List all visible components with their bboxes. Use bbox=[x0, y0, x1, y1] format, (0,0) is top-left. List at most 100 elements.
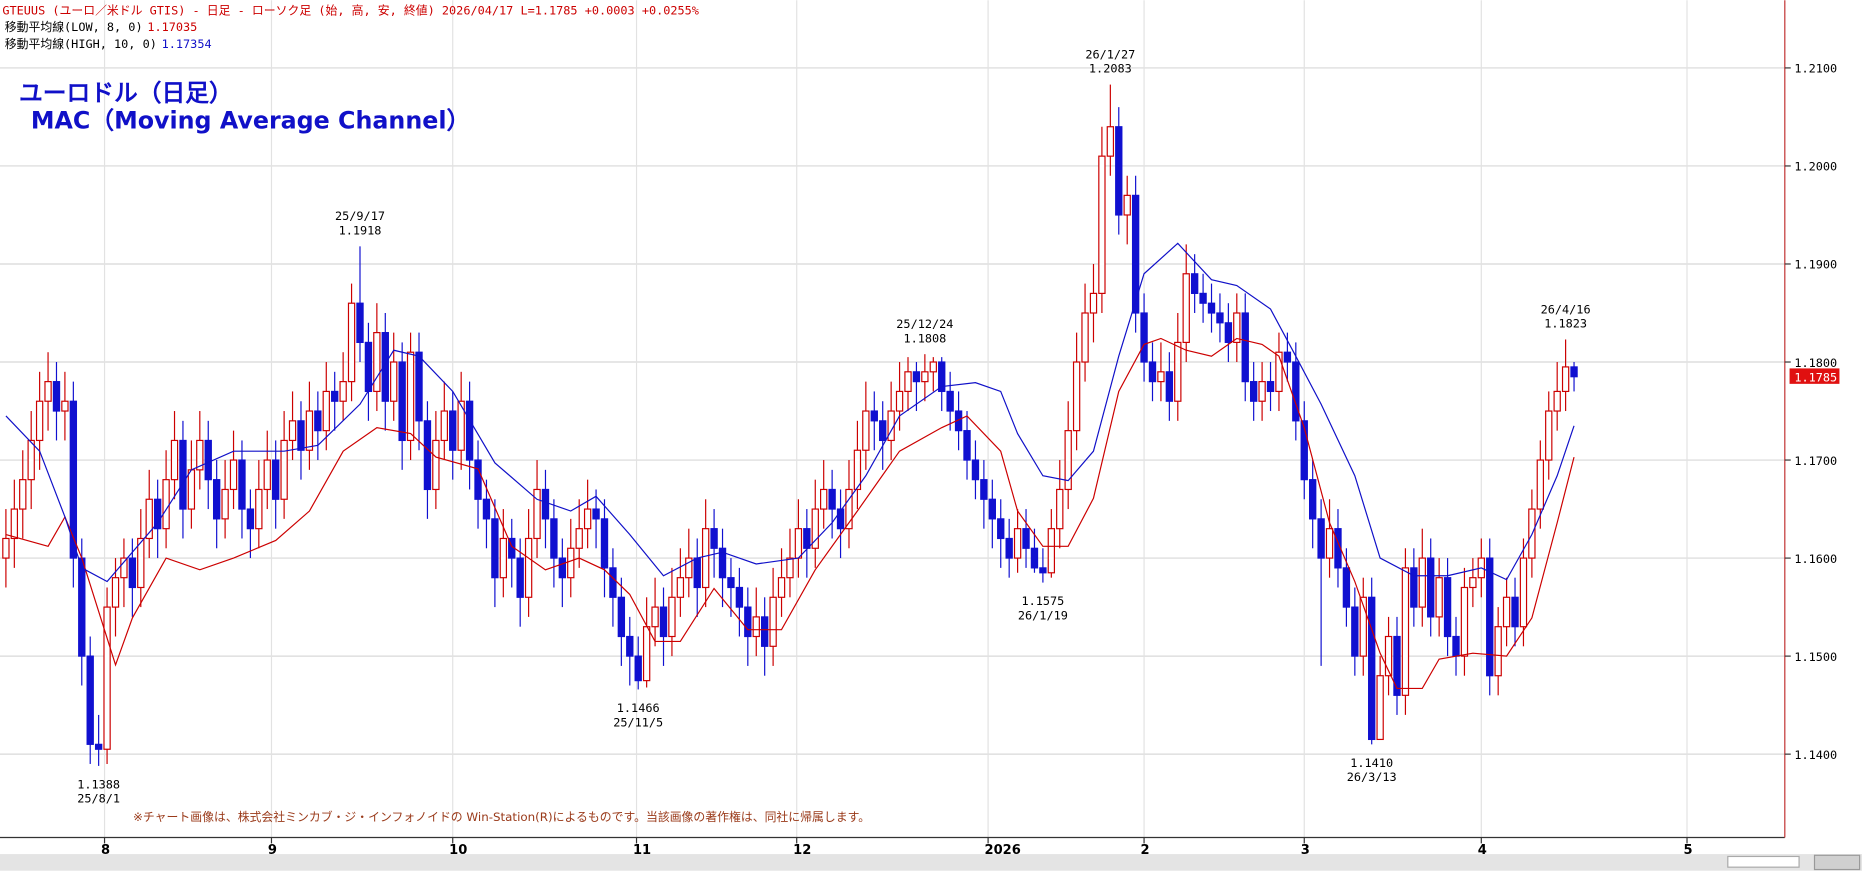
candle-body bbox=[1081, 312, 1089, 363]
candle-body bbox=[1140, 312, 1148, 363]
candle-body bbox=[1165, 371, 1174, 402]
legend-name: 移動平均線(LOW, 8, 0) bbox=[5, 20, 143, 34]
y-tick-label: 1.2100 bbox=[1794, 62, 1837, 76]
plot bbox=[2, 84, 1578, 766]
candle-body bbox=[314, 410, 322, 432]
candle-body bbox=[406, 351, 415, 442]
candle-body bbox=[1266, 381, 1275, 393]
candle-body bbox=[744, 606, 752, 638]
ma-high-legend: 移動平均線(HIGH, 10, 0) 1.17354 bbox=[5, 37, 212, 51]
candle-body bbox=[567, 547, 575, 579]
candle-body bbox=[482, 498, 491, 520]
candle-body bbox=[997, 518, 1005, 540]
candle-body bbox=[651, 606, 659, 628]
candle-body bbox=[1039, 567, 1047, 574]
annotation-price: 1.1823 bbox=[1544, 317, 1587, 331]
candle-body bbox=[1536, 459, 1544, 510]
candle-body bbox=[364, 341, 373, 393]
candle-body bbox=[1452, 635, 1460, 657]
annotation-price: 1.1575 bbox=[1021, 594, 1064, 608]
candle-body bbox=[331, 390, 339, 402]
candle-body bbox=[19, 479, 27, 510]
candle-body bbox=[1258, 381, 1266, 402]
candle-body bbox=[373, 332, 381, 393]
candle-body bbox=[204, 439, 212, 481]
candle-body bbox=[1401, 567, 1410, 696]
candle-body bbox=[1174, 341, 1182, 402]
candle-body bbox=[162, 479, 170, 530]
candle-body bbox=[103, 606, 111, 750]
candle-body bbox=[617, 596, 626, 638]
candle-body bbox=[347, 302, 356, 383]
candle-body bbox=[1131, 194, 1140, 314]
legend-name: 移動平均線(HIGH, 10, 0) bbox=[5, 37, 157, 51]
candle-body bbox=[1384, 635, 1393, 677]
scroll-thumb[interactable] bbox=[1727, 855, 1800, 868]
candle-body bbox=[676, 577, 685, 598]
candle-body bbox=[1418, 557, 1426, 608]
annotation-date: 26/1/19 bbox=[1018, 608, 1068, 622]
candle-body bbox=[10, 508, 19, 540]
candle-body bbox=[879, 420, 887, 442]
chart-title: ユーロドル（日足） bbox=[19, 79, 233, 107]
candle-body bbox=[120, 557, 128, 579]
candle-body bbox=[499, 537, 508, 579]
candle-body bbox=[432, 439, 440, 491]
candle-body bbox=[1561, 366, 1570, 393]
zoom-buttons[interactable] bbox=[1813, 854, 1861, 871]
candle-body bbox=[626, 635, 634, 657]
candle-body bbox=[179, 439, 187, 510]
candle-body bbox=[1199, 292, 1207, 304]
candle-body bbox=[1494, 626, 1502, 677]
candle-body bbox=[322, 390, 330, 432]
candle-body bbox=[895, 390, 904, 412]
x-tick-label: 12 bbox=[793, 843, 811, 858]
candle-body bbox=[1368, 596, 1376, 741]
candle-body bbox=[558, 557, 567, 579]
x-tick-label: 4 bbox=[1478, 843, 1487, 858]
candle-body bbox=[1317, 518, 1325, 559]
candle-body bbox=[440, 410, 448, 442]
x-tick-label: 2 bbox=[1141, 843, 1150, 858]
candle-body bbox=[1148, 361, 1157, 383]
candle-body bbox=[769, 596, 777, 647]
y-tick-label: 1.1600 bbox=[1794, 552, 1837, 566]
candle-body bbox=[1157, 371, 1165, 383]
candle-body bbox=[1115, 126, 1123, 216]
annotation-price: 1.1388 bbox=[77, 777, 120, 791]
candle-body bbox=[524, 537, 533, 598]
candle-body bbox=[971, 459, 980, 481]
candle-body bbox=[1030, 547, 1039, 569]
candle-body bbox=[1410, 567, 1418, 608]
x-tick-label: 9 bbox=[268, 843, 277, 858]
candle-body bbox=[153, 498, 162, 530]
scroll-strip bbox=[0, 854, 1862, 871]
candle-body bbox=[1283, 351, 1292, 363]
candle-body bbox=[111, 577, 120, 608]
x-tick-label: 3 bbox=[1301, 843, 1310, 858]
candle-body bbox=[61, 400, 69, 412]
candle-body bbox=[1435, 577, 1443, 618]
candle-body bbox=[988, 498, 996, 520]
last-price-label: 1.1785 bbox=[1794, 370, 1837, 384]
candle-body bbox=[836, 508, 845, 530]
candle-body bbox=[1047, 528, 1056, 574]
candle-body bbox=[1427, 557, 1435, 618]
moving-average-line bbox=[5, 337, 1575, 690]
candle-body bbox=[1511, 596, 1519, 628]
candle-body bbox=[238, 459, 246, 510]
candle-body bbox=[474, 459, 482, 500]
candle-body bbox=[1502, 596, 1511, 628]
x-tick-label: 5 bbox=[1683, 843, 1692, 858]
candle-body bbox=[1098, 155, 1106, 294]
candle-body bbox=[685, 557, 693, 579]
annotation-date: 25/11/5 bbox=[613, 715, 663, 729]
annotation-date: 26/1/27 bbox=[1085, 47, 1135, 61]
annotation-date: 26/4/16 bbox=[1541, 302, 1591, 316]
candle-body bbox=[1190, 273, 1199, 294]
candle-body bbox=[921, 371, 929, 383]
candle-body bbox=[803, 528, 811, 549]
candle-body bbox=[145, 498, 153, 540]
candle-body bbox=[541, 488, 550, 520]
